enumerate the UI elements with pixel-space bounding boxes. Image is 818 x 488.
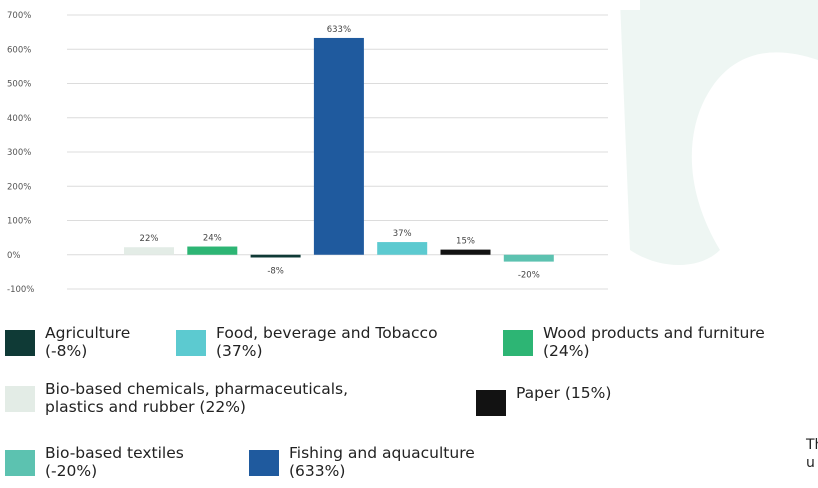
legend-label-fishing-aquaculture: Fishing and aquaculture (633%) [289, 444, 475, 480]
data-labels: 22% 24% -8% 633% 37% 15% -20% [140, 25, 540, 281]
y-tick-label: 400% [7, 114, 31, 124]
legend-item-fishing-aquaculture: Fishing and aquaculture (633%) [249, 444, 475, 480]
cutoff-side-text: Th u [806, 437, 818, 471]
bar-paper [440, 249, 491, 255]
data-label-agriculture: -8% [267, 266, 284, 276]
legend-item-wood-products: Wood products and furniture (24%) [503, 324, 765, 360]
legend-label-bio-textiles: Bio-based textiles (-20%) [45, 444, 184, 480]
bar-fishing-and-aquaculture [313, 37, 364, 255]
y-tick-label: 100% [7, 217, 31, 227]
y-tick-label: 600% [7, 45, 31, 55]
y-tick-label: 300% [7, 148, 31, 158]
legend-item-bio-chemicals: Bio-based chemicals, pharmaceuticals, pl… [5, 380, 348, 416]
legend-item-paper: Paper (15%) [476, 384, 611, 416]
legend-item-agriculture: Agriculture (-8%) [5, 324, 130, 360]
bar-food-beverage-and-tobacco [377, 242, 428, 255]
legend-swatch-bio-chemicals [5, 386, 35, 412]
legend-item-food-beverage-tobacco: Food, beverage and Tobacco (37%) [176, 324, 438, 360]
y-tick-label: 700% [7, 11, 31, 21]
bar-bio-based-textiles [503, 254, 554, 262]
legend-swatch-fishing-aquaculture [249, 450, 279, 476]
legend-swatch-bio-textiles [5, 450, 35, 476]
legend-swatch-wood-products [503, 330, 533, 356]
y-tick-label: 200% [7, 182, 31, 192]
y-tick-label: -100% [7, 285, 34, 295]
bar-agriculture [250, 254, 301, 258]
data-label-bio-based-textiles: -20% [518, 271, 540, 281]
y-tick-label: 500% [7, 80, 31, 90]
legend-label-paper: Paper (15%) [516, 384, 612, 402]
legend-label-wood-products: Wood products and furniture (24%) [543, 324, 765, 360]
data-label-fishing-and-aquaculture: 633% [327, 25, 351, 35]
data-label-wood-products-and-furniture: 24% [203, 234, 222, 244]
legend-label-bio-chemicals: Bio-based chemicals, pharmaceuticals, pl… [45, 380, 349, 416]
bar-wood-products-and-furniture [187, 246, 238, 255]
y-tick-label: 0% [7, 251, 21, 261]
legend-swatch-agriculture [5, 330, 35, 356]
bar-bio-based-chemicals-pharmaceuticals-plastics-and-rubber [124, 247, 174, 255]
legend-label-food-beverage-tobacco: Food, beverage and Tobacco (37%) [216, 324, 438, 360]
legend-item-bio-textiles: Bio-based textiles (-20%) [5, 444, 184, 480]
bar-chart: 22% 24% -8% 633% 37% 15% -20% -100% 0% 100% 200% 3… [7, 11, 608, 295]
legend-swatch-paper [476, 390, 506, 416]
data-label-paper: 15% [456, 237, 475, 247]
y-axis-ticks: -100% 0% 100% 200% 300% 400% 500% 600% 700% [7, 11, 34, 295]
data-label-food-beverage-and-tobacco: 37% [393, 229, 412, 239]
legend-label-agriculture: Agriculture (-8%) [45, 324, 131, 360]
legend-swatch-food-beverage-tobacco [176, 330, 206, 356]
bars [124, 37, 554, 262]
data-label-bio-based-chemicals-pharmaceuticals-plastics-and-rubber: 22% [140, 234, 159, 244]
